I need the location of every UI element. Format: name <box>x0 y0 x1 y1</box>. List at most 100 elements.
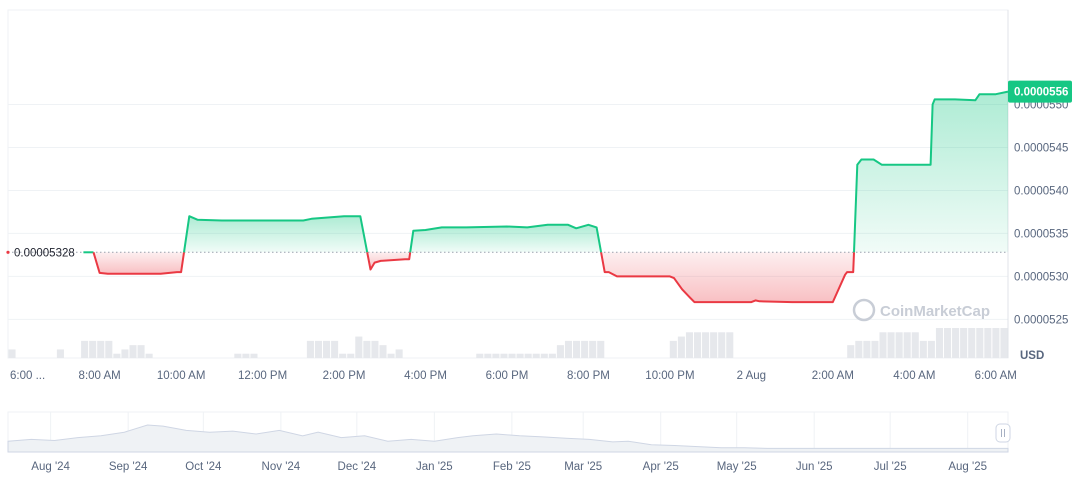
volume-bar <box>363 340 371 358</box>
volume-bar <box>984 328 992 358</box>
overview-tick-label: Nov '24 <box>262 461 301 473</box>
volume-bar <box>597 340 605 358</box>
volume-bar <box>129 345 137 358</box>
x-tick-label: 10:00 AM <box>157 370 206 382</box>
area-fill-down <box>601 252 854 303</box>
volume-bar <box>726 332 734 358</box>
volume-bar <box>702 332 710 358</box>
volume-bar <box>89 340 97 358</box>
coinmarketcap-logo-icon <box>852 298 876 322</box>
overview-tick-label: Dec '24 <box>338 461 377 473</box>
volume-bar <box>242 353 250 358</box>
volume-bar <box>855 340 863 358</box>
volume-bar <box>250 353 258 358</box>
volume-bar <box>710 332 718 358</box>
overview-tick-label: Mar '25 <box>564 461 602 473</box>
volume-bar <box>492 353 500 358</box>
reference-price-label: 0.00005328 <box>14 247 75 259</box>
price-line-down <box>366 252 412 271</box>
volume-bar <box>105 340 113 358</box>
volume-bar <box>685 332 693 358</box>
overview-tick-label: Sep '24 <box>109 461 148 473</box>
volume-bar <box>976 328 984 358</box>
volume-bar <box>960 328 968 358</box>
volume-bar <box>879 332 887 358</box>
volume-bar <box>911 332 919 358</box>
x-tick-label: 6:00 AM <box>975 370 1017 382</box>
x-tick-label: 4:00 AM <box>893 370 935 382</box>
overview-tick-label: Oct '24 <box>185 461 222 473</box>
volume-bar <box>137 345 145 358</box>
volume-bar <box>484 353 492 358</box>
overview-area <box>7 424 1009 453</box>
volume-bar <box>387 353 395 358</box>
overview-range-handle[interactable] <box>995 423 1011 443</box>
volume-bar <box>508 353 516 358</box>
volume-bar <box>927 340 935 358</box>
volume-bar <box>718 332 726 358</box>
volume-bar <box>589 340 597 358</box>
volume-bar <box>564 340 573 358</box>
volume-bar <box>516 353 524 358</box>
volume-bar <box>1000 328 1008 358</box>
price-line-down <box>92 252 185 275</box>
price-line-up <box>409 223 603 253</box>
volume-bar <box>306 340 314 358</box>
volume-bar <box>693 332 702 358</box>
volume-bar <box>476 353 484 358</box>
volume-bar <box>347 353 355 358</box>
reference-dot <box>6 250 10 254</box>
x-tick-label: 2 Aug <box>737 370 766 382</box>
volume-bar <box>863 340 871 358</box>
volume-bar <box>847 345 855 358</box>
volume-bar <box>943 328 952 358</box>
area-fill-up <box>410 224 602 253</box>
volume-bar <box>677 336 685 358</box>
overview-tick-label: Aug '25 <box>948 461 987 473</box>
overview-tick-label: Jul '25 <box>874 461 907 473</box>
volume-bar <box>8 349 16 358</box>
volume-bar <box>992 328 1000 358</box>
volume-bar <box>524 353 532 358</box>
x-tick-label: 12:00 PM <box>238 370 287 382</box>
price-line-up <box>183 215 369 253</box>
x-tick-label: 4:00 PM <box>404 370 447 382</box>
volume-bar <box>919 340 927 358</box>
volume-bar <box>234 353 242 358</box>
volume-bar <box>323 340 331 358</box>
volume-bar <box>331 340 339 358</box>
volume-bar <box>395 349 403 358</box>
x-tick-label: 2:00 AM <box>812 370 854 382</box>
watermark-text: CoinMarketCap <box>880 303 990 320</box>
x-tick-label: 6:00 PM <box>486 370 529 382</box>
y-tick-label: 0.0000530 <box>1014 271 1068 283</box>
x-tick-label: 2:00 PM <box>323 370 366 382</box>
price-line-down <box>600 252 855 304</box>
y-tick-label: 0.0000545 <box>1014 142 1068 154</box>
x-tick-label: 8:00 PM <box>567 370 610 382</box>
volume-bar <box>339 353 347 358</box>
volume-bar <box>669 340 677 358</box>
area-fill-down <box>93 252 184 274</box>
volume-bar <box>97 340 105 358</box>
volume-bar <box>968 328 976 358</box>
y-tick-label: 0.0000525 <box>1014 314 1068 326</box>
price-line-up <box>853 90 1009 253</box>
area-fill-up <box>854 91 1008 253</box>
volume-bar <box>113 353 121 358</box>
volume-bar <box>540 353 548 358</box>
area-fill-up <box>184 216 368 253</box>
watermark: CoinMarketCap <box>852 298 990 322</box>
volume-bar <box>556 345 564 358</box>
overview-tick-label: Jan '25 <box>416 461 453 473</box>
currency-label: USD <box>1020 350 1044 362</box>
volume-bar <box>573 340 581 358</box>
volume-bar <box>903 332 911 358</box>
volume-bar <box>895 332 903 358</box>
x-tick-label: 10:00 PM <box>645 370 694 382</box>
y-tick-label: 0.0000540 <box>1014 185 1068 197</box>
volume-bar <box>379 345 387 358</box>
volume-bar <box>532 353 540 358</box>
